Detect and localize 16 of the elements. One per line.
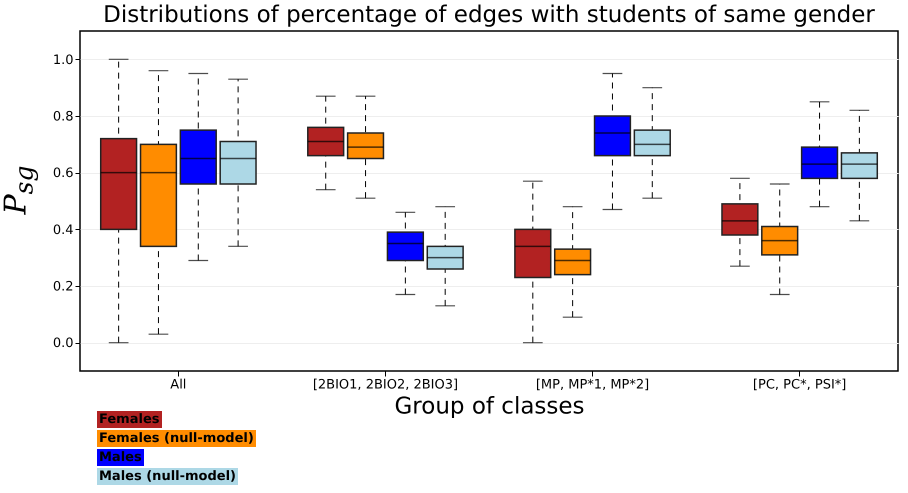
x-tick-label: [MP, MP*1, MP*2] xyxy=(536,378,650,392)
x-tick-label: [2BIO1, 2BIO2, 2BIO3] xyxy=(312,378,458,392)
y-tick-label: 0.2 xyxy=(52,280,74,294)
x-tick-label: [PC, PC*, PSI*] xyxy=(752,378,846,392)
x-axis-title: Group of classes xyxy=(394,394,585,420)
text: Males xyxy=(97,449,144,466)
x-tick-label: All xyxy=(170,378,186,392)
y-tick-label: 0.0 xyxy=(52,336,74,352)
chart-title: Distributions of percentage of edges with students of same gender xyxy=(103,2,876,28)
text: Males (null-model) xyxy=(97,468,238,485)
text: Females (null-model) xyxy=(97,430,256,447)
y-tick-label: 0.6 xyxy=(52,166,74,182)
text: Females xyxy=(97,411,162,428)
y-tick-label: 0.4 xyxy=(52,222,74,238)
y-tick-label: 0.8 xyxy=(52,110,74,124)
y-tick-label: 1.0 xyxy=(52,52,74,68)
